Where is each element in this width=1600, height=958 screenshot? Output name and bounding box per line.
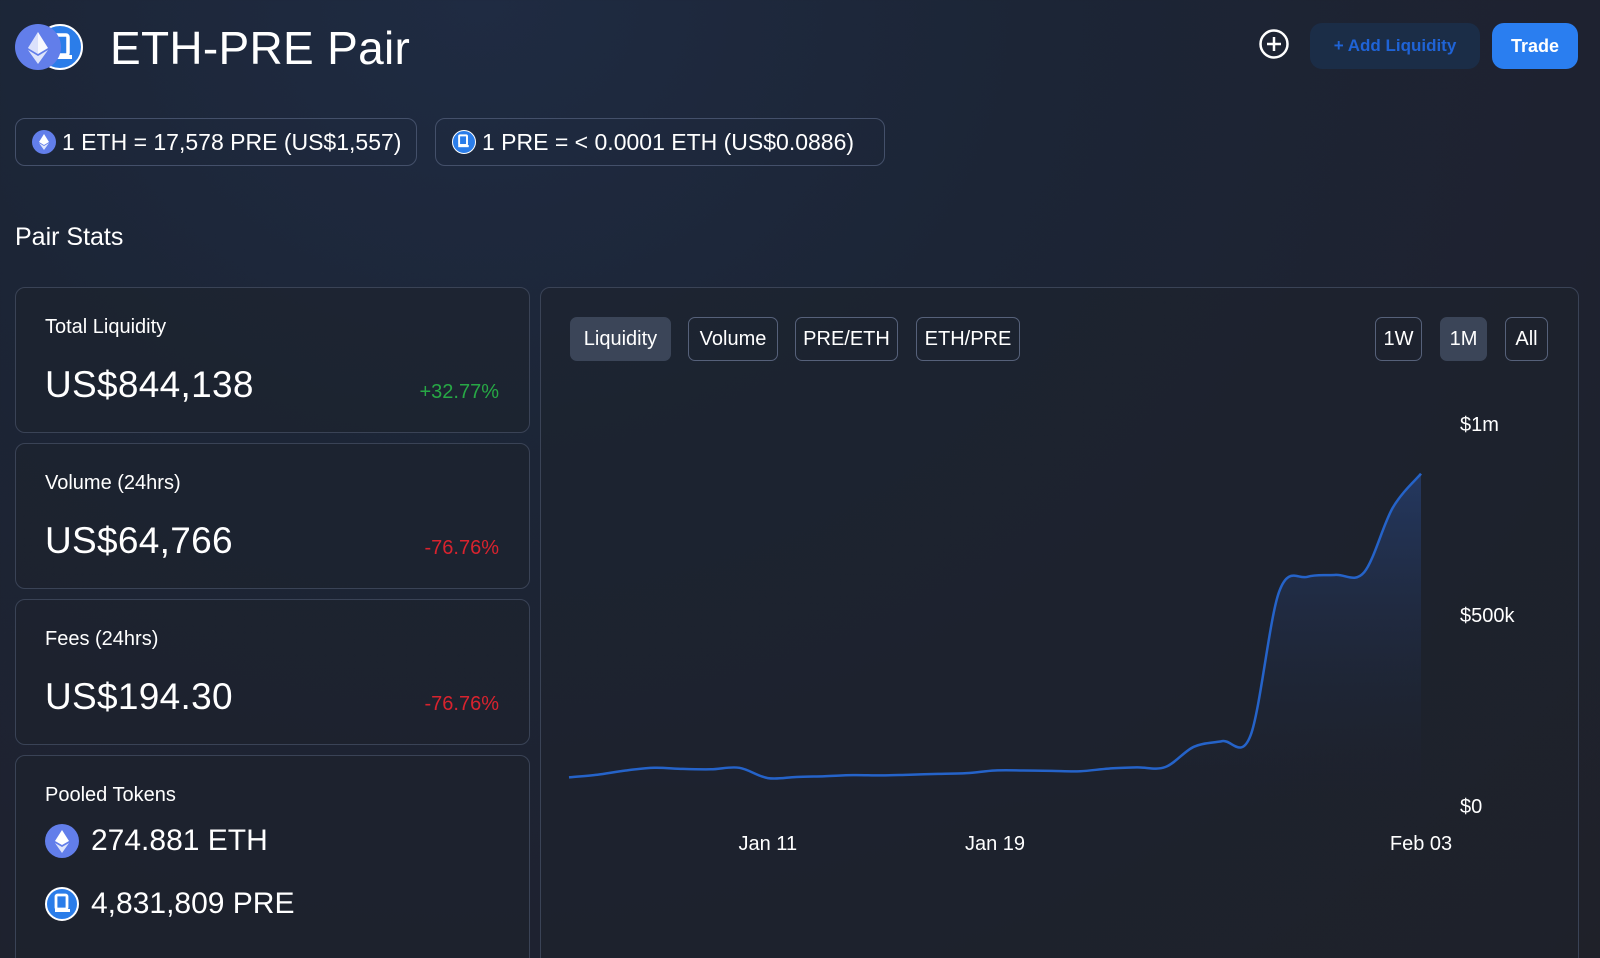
stat-label: Pooled Tokens bbox=[45, 784, 176, 806]
pre-rate-text: 1 PRE = < 0.0001 ETH (US$0.0886) bbox=[482, 128, 855, 155]
fees-card: Fees (24hrs) US$194.30 -76.76% bbox=[15, 599, 530, 745]
range-1m[interactable]: 1M bbox=[1440, 317, 1487, 361]
pre-rate-pill: 1 PRE = < 0.0001 ETH (US$0.0886) bbox=[435, 118, 885, 166]
x-tick-label: Jan 11 bbox=[739, 833, 798, 855]
plus-circle-icon[interactable] bbox=[1258, 28, 1290, 60]
tab-pre-eth[interactable]: PRE/ETH bbox=[795, 317, 898, 361]
data-point-9 bbox=[823, 774, 827, 778]
eth-token-icon bbox=[15, 24, 61, 70]
tab-volume[interactable]: Volume bbox=[688, 317, 778, 361]
liquidity-area bbox=[569, 473, 1421, 806]
data-point-1 bbox=[595, 773, 599, 777]
data-point-18 bbox=[1078, 769, 1082, 773]
y-tick-label: $500k bbox=[1460, 605, 1515, 627]
stat-value: US$844,138 bbox=[45, 364, 254, 405]
page-header: ETH-PRE Pair + Add Liquidity Trade bbox=[15, 16, 1578, 78]
data-point-14 bbox=[965, 771, 969, 775]
stat-value: US$64,766 bbox=[45, 520, 233, 561]
x-tick-label: Jan 19 bbox=[965, 833, 1025, 855]
eth-token-icon bbox=[32, 130, 56, 154]
data-point-21 bbox=[1163, 765, 1167, 769]
pre-token-icon bbox=[45, 887, 79, 921]
tab-eth-pre[interactable]: ETH/PRE bbox=[916, 317, 1020, 361]
page-title: ETH-PRE Pair bbox=[110, 22, 411, 74]
stat-label: Total Liquidity bbox=[45, 316, 167, 338]
stat-change: +32.77% bbox=[419, 381, 499, 403]
data-point-2 bbox=[624, 769, 628, 773]
data-point-16 bbox=[1021, 769, 1025, 773]
data-point-22 bbox=[1192, 745, 1196, 749]
stat-change: -76.76% bbox=[424, 693, 500, 715]
stat-value: US$194.30 bbox=[45, 676, 233, 717]
data-point-10 bbox=[851, 773, 855, 777]
data-point-5 bbox=[709, 767, 713, 771]
y-tick-label: $0 bbox=[1460, 796, 1482, 818]
tab-liquidity[interactable]: Liquidity bbox=[570, 317, 671, 361]
data-point-13 bbox=[936, 772, 940, 776]
volume-card: Volume (24hrs) US$64,766 -76.76% bbox=[15, 443, 530, 589]
data-point-11 bbox=[879, 773, 883, 777]
data-point-24 bbox=[1249, 733, 1253, 737]
eth-rate-text: 1 ETH = 17,578 PRE (US$1,557) bbox=[62, 128, 402, 155]
range-1w[interactable]: 1W bbox=[1375, 317, 1422, 361]
section-title: Pair Stats bbox=[15, 223, 124, 251]
stat-label: Volume (24hrs) bbox=[45, 472, 181, 494]
pair-logo bbox=[15, 24, 85, 72]
pooled-eth-value: 274.881 ETH bbox=[91, 824, 268, 857]
liquidity-chart: Jan 11 Jan 19 Feb 03 $0 $500k $1m bbox=[567, 414, 1515, 855]
data-point-12 bbox=[908, 773, 912, 777]
pre-token-icon bbox=[452, 130, 476, 154]
pooled-eth-row: 274.881 ETH bbox=[45, 824, 268, 858]
chart-panel: Liquidity Volume PRE/ETH ETH/PRE 1W 1M A… bbox=[540, 287, 1579, 958]
data-point-23 bbox=[1220, 739, 1224, 743]
data-point-30 bbox=[1419, 472, 1423, 476]
data-point-20 bbox=[1135, 765, 1139, 769]
pooled-pre-row: 4,831,809 PRE bbox=[45, 887, 294, 921]
stat-change: -76.76% bbox=[424, 537, 500, 559]
data-point-19 bbox=[1107, 767, 1111, 771]
range-all[interactable]: All bbox=[1505, 317, 1548, 361]
liquidity-line bbox=[568, 472, 1422, 780]
pooled-tokens-card: Pooled Tokens 274.881 ETH 4,831,809 PRE bbox=[15, 755, 530, 958]
total-liquidity-card: Total Liquidity US$844,138 +32.77% bbox=[15, 287, 530, 433]
trade-button[interactable]: Trade bbox=[1492, 23, 1578, 69]
data-point-29 bbox=[1391, 506, 1395, 510]
data-point-15 bbox=[993, 769, 997, 773]
eth-rate-pill: 1 ETH = 17,578 PRE (US$1,557) bbox=[15, 118, 417, 166]
data-point-26 bbox=[1305, 575, 1309, 579]
data-point-3 bbox=[652, 766, 656, 770]
data-point-27 bbox=[1334, 573, 1338, 577]
x-tick-label: Feb 03 bbox=[1390, 833, 1452, 855]
data-point-0 bbox=[567, 775, 571, 779]
add-liquidity-button[interactable]: + Add Liquidity bbox=[1310, 23, 1480, 69]
pooled-pre-value: 4,831,809 PRE bbox=[91, 887, 295, 920]
data-point-7 bbox=[766, 776, 770, 780]
data-point-8 bbox=[794, 775, 798, 779]
data-point-25 bbox=[1277, 590, 1281, 594]
data-point-6 bbox=[737, 766, 741, 770]
eth-token-icon bbox=[45, 824, 79, 858]
stat-label: Fees (24hrs) bbox=[45, 628, 159, 650]
data-point-28 bbox=[1362, 570, 1366, 574]
data-point-4 bbox=[681, 767, 685, 771]
data-point-17 bbox=[1050, 769, 1054, 773]
y-tick-label: $1m bbox=[1460, 414, 1499, 436]
